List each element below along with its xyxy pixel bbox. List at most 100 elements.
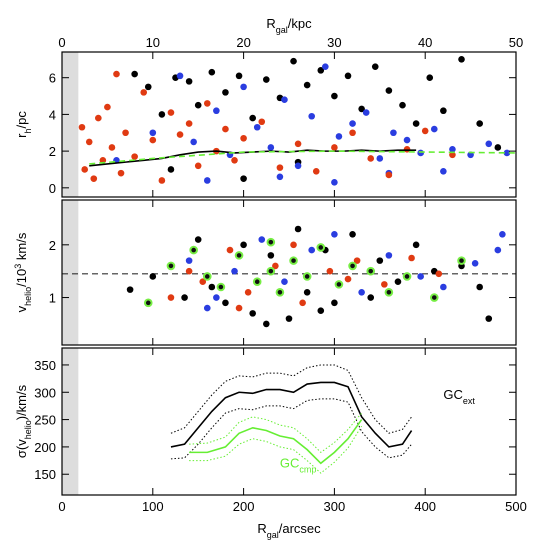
point (185, 267, 193, 275)
point (281, 96, 288, 104)
y-tick-label: 1 (49, 291, 56, 306)
point (294, 162, 302, 170)
point (166, 261, 176, 271)
point (476, 283, 483, 291)
point (281, 278, 288, 286)
line (89, 150, 516, 165)
point (78, 123, 86, 131)
point (440, 168, 447, 175)
y-tick-label: 300 (34, 385, 56, 400)
plot-area (62, 200, 516, 345)
label-part: h (23, 128, 33, 133)
point (234, 251, 244, 260)
label-part: R (257, 521, 266, 536)
point (334, 280, 344, 289)
label-part: /10 (14, 269, 29, 287)
point (216, 282, 226, 292)
point (371, 63, 379, 70)
x2-tick-label: 0 (58, 35, 65, 50)
label-part: σ(v (14, 439, 29, 458)
point (331, 230, 338, 238)
point (294, 225, 302, 233)
point (194, 236, 202, 243)
point (253, 123, 261, 131)
point (317, 67, 325, 74)
point (181, 294, 188, 301)
point (149, 129, 157, 137)
label-part: cmp (299, 465, 316, 475)
y-axis-label: vhelio/103 km/s (13, 232, 33, 312)
label-part: helio (23, 420, 33, 439)
point (494, 144, 502, 151)
shade (62, 200, 79, 345)
point (394, 278, 402, 286)
label-part: v (14, 305, 29, 312)
point (344, 72, 352, 80)
point (331, 299, 338, 307)
point (176, 72, 184, 80)
point (140, 89, 148, 96)
point (384, 287, 394, 297)
x2-axis-label: Rgal/kpc (266, 16, 312, 35)
point (385, 252, 393, 259)
point (485, 315, 493, 322)
point (108, 144, 116, 151)
line (170, 381, 413, 448)
point (331, 92, 338, 100)
point (331, 179, 338, 186)
point (457, 256, 466, 265)
shade (62, 348, 79, 495)
label-part: /pc (14, 111, 29, 129)
point (458, 56, 465, 63)
x-tick-label: 200 (233, 499, 255, 514)
point (240, 134, 247, 142)
point (149, 273, 157, 280)
annotation: GCcmp (280, 456, 317, 475)
point (430, 125, 438, 133)
x-tick-label: 100 (142, 499, 164, 514)
point (317, 307, 325, 315)
annotation: GCext (443, 387, 475, 406)
point (426, 74, 434, 81)
x-tick-label: 500 (505, 499, 527, 514)
point (231, 156, 238, 164)
point (213, 107, 220, 115)
point (294, 140, 302, 148)
point (366, 266, 376, 276)
point (331, 144, 338, 151)
label-part: /arcsec (279, 521, 321, 536)
point (199, 278, 207, 286)
point (485, 140, 493, 148)
point (302, 272, 312, 281)
plot-area (62, 348, 413, 495)
y-tick-label: 6 (49, 71, 56, 86)
point (476, 120, 483, 127)
point (408, 254, 415, 262)
point (185, 78, 193, 85)
label-part: 3 (13, 264, 23, 269)
point (267, 144, 275, 151)
point (240, 175, 247, 182)
point (158, 177, 166, 184)
point (349, 129, 356, 137)
frame (61, 199, 517, 346)
point (222, 125, 229, 133)
point (344, 275, 352, 283)
point (326, 267, 334, 275)
point (385, 171, 393, 179)
point (235, 304, 243, 312)
point (494, 246, 502, 254)
point (208, 283, 216, 291)
point (202, 272, 212, 281)
point (81, 166, 88, 173)
label-part: ext (463, 396, 476, 406)
line (170, 364, 412, 434)
point (289, 256, 298, 265)
x2-tick-label: 40 (418, 35, 432, 50)
point (263, 76, 270, 83)
point (185, 257, 193, 264)
point (499, 230, 506, 238)
point (308, 112, 316, 120)
point (95, 114, 102, 122)
